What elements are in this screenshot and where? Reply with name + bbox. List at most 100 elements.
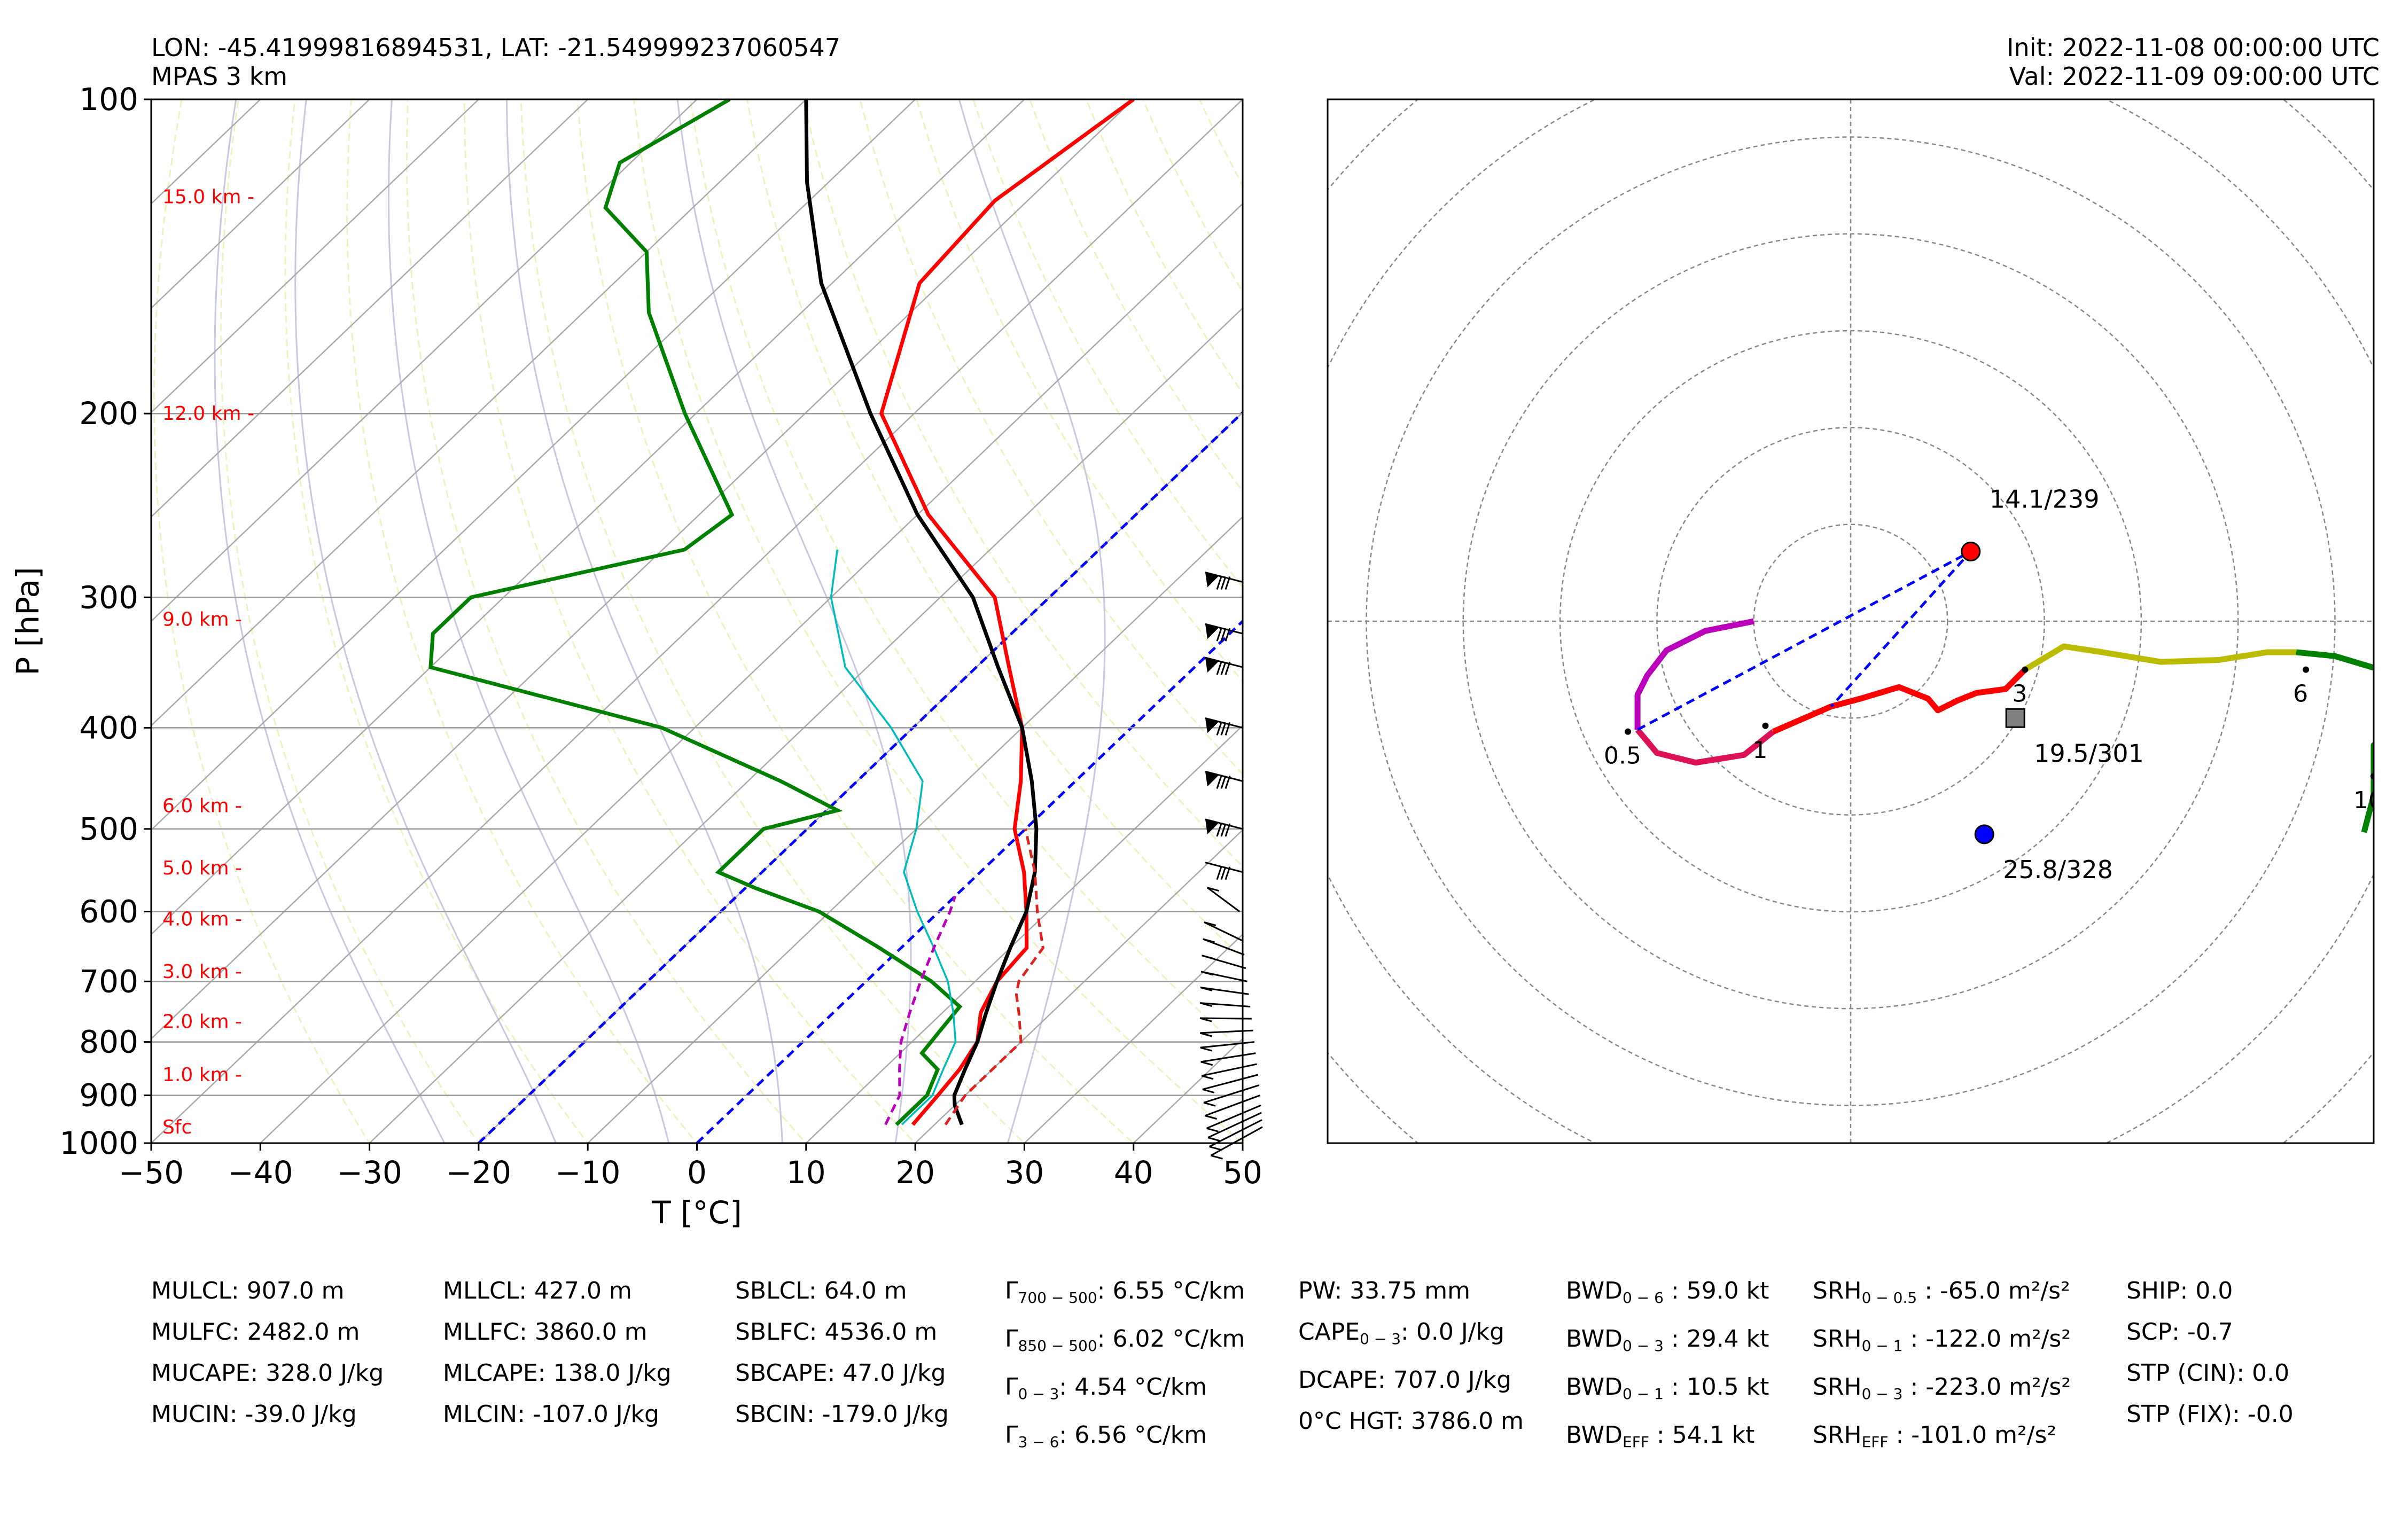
dry-adiabat [153, 99, 371, 1143]
height-marker-dot [2303, 666, 2310, 673]
wind-barb [1205, 717, 1243, 736]
parameter-line: SBCIN: -179.0 J/kg [735, 1401, 949, 1428]
isotherm [260, 202, 1243, 1143]
dry-adiabat [633, 99, 1243, 1143]
minus-twenty-isotherm [478, 410, 1243, 1143]
isotherm [151, 99, 479, 413]
parameter-line: SRH0 − 1 : -122.0 m²/s² [1813, 1325, 2071, 1355]
parameter-line: SRH0 − 3 : -223.0 m²/s² [1813, 1373, 2071, 1403]
height-marker-dot [1625, 728, 1632, 735]
isotherm [151, 99, 1134, 1040]
parcel-line [804, 99, 1039, 1125]
zero-isotherm [696, 619, 1243, 1143]
wind-barb [1203, 938, 1245, 956]
storm-motion-label: 14.1/239 [1990, 484, 2100, 513]
wetbulb-line [830, 549, 957, 1125]
helicity-column: SRH0 − 0.5 : -65.0 m²/s² SRH0 − 1 : -122.… [1813, 1270, 2071, 1463]
wind-barb [1205, 770, 1243, 789]
moist-adiabat [214, 99, 446, 1143]
parameter-line: Γ0 − 3: 4.54 °C/km [1005, 1373, 1207, 1403]
x-tick-label: 40 [1114, 1154, 1153, 1191]
parameter-line: CAPE0 − 3: 0.0 J/kg [1298, 1318, 1505, 1348]
moist-adiabat [958, 99, 1106, 1143]
right-mover-marker [1961, 541, 1981, 561]
height-marker-label: 3 [2012, 681, 2027, 708]
wind-barb [1205, 656, 1243, 675]
location-label: LON: -45.41999816894531, LAT: -21.549999… [151, 33, 840, 62]
moist-adiabat [676, 99, 912, 1143]
wind-barb [1210, 1126, 1263, 1160]
wind-barb [1207, 1112, 1262, 1142]
isotherm [587, 515, 1243, 1143]
x-tick-label: 50 [1223, 1154, 1262, 1191]
skewt-background [151, 99, 2402, 1165]
parameter-line: MLLCL: 427.0 m [443, 1277, 632, 1304]
hodograph-segment [1634, 618, 1754, 730]
dry-adiabat [802, 99, 1243, 868]
parameter-line: MLLFC: 3860.0 m [443, 1318, 648, 1346]
storm-motion-label: 25.8/328 [2003, 855, 2113, 884]
wind-barbs [1199, 572, 1263, 1160]
dry-adiabat [746, 99, 1243, 960]
y-tick-label: 900 [79, 1077, 138, 1114]
height-label: Sfc [162, 1116, 192, 1138]
x-tick-label: 30 [1004, 1154, 1044, 1191]
isotherm [151, 99, 589, 518]
hodograph-ring [1328, 99, 2374, 1143]
parameter-line: BWDEFF : 54.1 kt [1566, 1421, 1755, 1451]
dry-adiabat [284, 99, 589, 1143]
hodograph-segment [2296, 649, 2374, 833]
dry-adiabat [1369, 99, 2402, 1165]
wind-barb [1206, 887, 1241, 912]
hodograph-frame [1327, 98, 2375, 1144]
valid-time-label: Val: 2022-11-09 09:00:00 UTC [2009, 62, 2380, 91]
dry-adiabat [1256, 99, 2402, 1165]
dry-adiabat [520, 99, 1026, 1143]
wind-barb [1204, 921, 1243, 942]
parameter-line: SCP: -0.7 [2126, 1318, 2233, 1346]
moist-adiabat [505, 99, 783, 1143]
dry-adiabat [916, 99, 1243, 683]
dry-adiabat [1028, 99, 1243, 493]
wind-barb [1202, 955, 1246, 970]
height-label: 3.0 km - [162, 961, 242, 983]
wind-barb [1199, 1017, 1252, 1022]
wind-barb [1202, 1074, 1259, 1093]
y-tick-label: 400 [79, 709, 138, 746]
shear-column: BWD0 − 6 : 59.0 kt BWD0 − 3 : 29.4 kt BWD0… [1566, 1270, 1769, 1463]
x-axis-label: T [°C] [651, 1194, 742, 1231]
dry-adiabat [1539, 99, 2402, 1165]
parameter-line: MULFC: 2482.0 m [151, 1318, 360, 1346]
isotherm [915, 829, 1243, 1143]
parameter-table: MULCL: 907.0 m MULFC: 2482.0 m MUCAPE: 328… [151, 1270, 2368, 1451]
parameter-line: MLCAPE: 138.0 J/kg [443, 1359, 672, 1387]
y-tick-label: 500 [79, 811, 138, 847]
isotherm [1024, 933, 1243, 1143]
parameter-line: SRH0 − 0.5 : -65.0 m²/s² [1813, 1277, 2070, 1307]
height-marker-label: 1 [1752, 737, 1767, 764]
moist-adiabat [387, 99, 670, 1143]
hodograph-segment [1772, 667, 2027, 734]
isotherm [151, 99, 698, 622]
parameter-line: SBCAPE: 47.0 J/kg [735, 1359, 946, 1387]
composite-index-column: SHIP: 0.0 SCP: -0.7 STP (CIN): 0.0 STP (FIX… [2126, 1270, 2294, 1435]
dry-adiabat [859, 99, 1243, 776]
parameter-line: BWD0 − 3 : 29.4 kt [1566, 1325, 1769, 1355]
height-label: 12.0 km - [162, 403, 254, 425]
dry-adiabat [463, 99, 917, 1143]
model-label: MPAS 3 km [151, 62, 288, 91]
parameter-line: MUCIN: -39.0 J/kg [151, 1401, 357, 1428]
wind-barb [1205, 572, 1243, 590]
dry-adiabat [689, 99, 1243, 1052]
hodograph-segment [1635, 728, 1775, 766]
parameter-line: MULCL: 907.0 m [151, 1277, 345, 1304]
mu-parcel-column: MULCL: 907.0 m MULFC: 2482.0 m MUCAPE: 328… [151, 1270, 384, 1435]
parameter-line: MUCAPE: 328.0 J/kg [151, 1359, 384, 1387]
wind-barb [1205, 818, 1243, 837]
dry-adiabat [1425, 99, 2402, 1165]
height-label: 6.0 km - [162, 795, 242, 817]
ml-parcel-column: MLLCL: 427.0 m MLLFC: 3860.0 m MLCAPE: 138… [443, 1270, 672, 1435]
parameter-line: SRHEFF : -101.0 m²/s² [1813, 1421, 2057, 1451]
x-tick-label: 0 [687, 1154, 707, 1191]
dry-adiabat [1482, 99, 2402, 1165]
